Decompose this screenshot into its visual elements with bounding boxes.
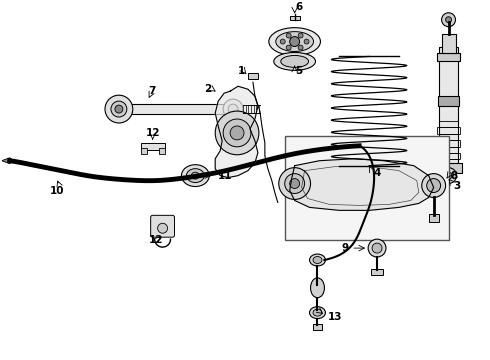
Ellipse shape (276, 32, 314, 51)
Circle shape (105, 95, 133, 123)
Text: 13: 13 (327, 312, 342, 321)
Bar (371, 269, 383, 275)
Circle shape (115, 105, 123, 113)
FancyBboxPatch shape (150, 215, 174, 237)
Circle shape (368, 239, 386, 257)
Bar (439, 121, 459, 127)
Circle shape (215, 111, 259, 155)
Circle shape (286, 33, 291, 38)
Ellipse shape (192, 172, 199, 179)
Circle shape (372, 243, 382, 253)
Bar (313, 324, 322, 329)
Polygon shape (2, 158, 14, 164)
Bar (248, 73, 258, 79)
Text: 5: 5 (295, 66, 303, 76)
Circle shape (111, 101, 127, 117)
Circle shape (223, 99, 243, 119)
Polygon shape (290, 159, 434, 210)
Bar (437, 127, 461, 134)
Ellipse shape (181, 165, 209, 186)
Circle shape (441, 13, 456, 27)
Bar (119, 104, 233, 114)
Bar (441, 33, 456, 54)
Circle shape (230, 126, 244, 140)
Bar (290, 16, 299, 20)
Circle shape (445, 17, 451, 23)
Bar (285, 136, 448, 240)
Bar (435, 163, 463, 173)
Circle shape (228, 104, 238, 114)
Bar (439, 134, 459, 140)
Circle shape (285, 174, 305, 193)
Text: 1: 1 (238, 66, 245, 76)
Circle shape (286, 45, 291, 50)
Circle shape (158, 223, 168, 233)
Text: 10: 10 (49, 185, 64, 195)
Bar (429, 214, 439, 222)
Circle shape (223, 119, 251, 147)
Text: 8: 8 (450, 171, 458, 181)
Ellipse shape (274, 53, 316, 70)
Circle shape (290, 37, 299, 46)
Bar (439, 46, 459, 166)
Polygon shape (215, 86, 258, 177)
Bar (439, 147, 459, 153)
Circle shape (279, 168, 311, 199)
Circle shape (280, 39, 285, 44)
Bar (438, 96, 460, 106)
Circle shape (298, 45, 303, 50)
Text: 2: 2 (204, 84, 212, 94)
Circle shape (298, 33, 303, 38)
Ellipse shape (310, 307, 325, 319)
Text: 12: 12 (146, 128, 160, 138)
Bar (437, 140, 461, 147)
Bar (141, 143, 165, 150)
Ellipse shape (313, 257, 322, 264)
Bar (437, 153, 461, 159)
Circle shape (445, 172, 452, 179)
Ellipse shape (281, 55, 309, 67)
Ellipse shape (269, 28, 320, 55)
Text: 4: 4 (373, 168, 380, 177)
Circle shape (441, 168, 457, 184)
Ellipse shape (186, 168, 204, 183)
Circle shape (427, 179, 441, 193)
Circle shape (290, 179, 299, 189)
Bar (141, 148, 147, 154)
Circle shape (422, 174, 445, 197)
Bar (439, 159, 459, 166)
Text: 11: 11 (218, 171, 233, 181)
Ellipse shape (311, 278, 324, 298)
Ellipse shape (310, 254, 325, 266)
Circle shape (304, 39, 309, 44)
Text: 12: 12 (148, 235, 163, 245)
Bar (159, 148, 165, 154)
Bar (437, 54, 461, 62)
Text: 9: 9 (342, 243, 348, 253)
Ellipse shape (313, 309, 322, 316)
Text: 6: 6 (295, 2, 303, 12)
Text: 3: 3 (454, 180, 461, 190)
Text: 7: 7 (148, 86, 156, 96)
